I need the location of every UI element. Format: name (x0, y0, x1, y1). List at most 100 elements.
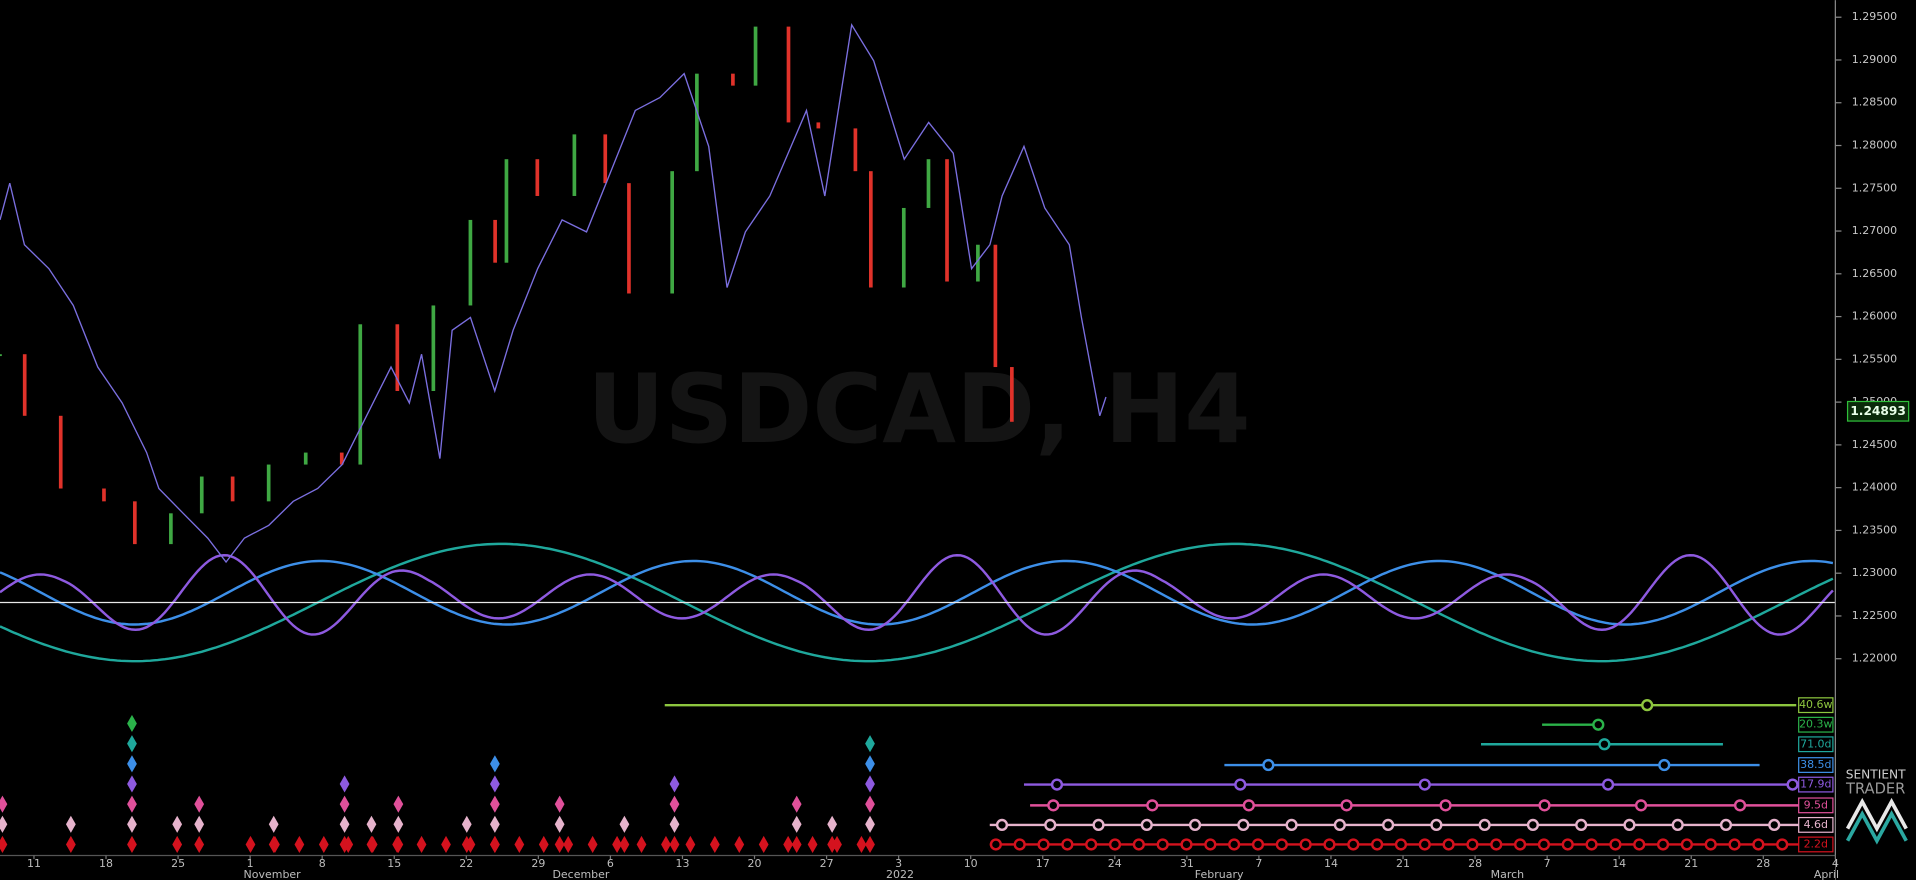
candle (0, 354, 2, 357)
cycle-label-box (1798, 776, 1834, 793)
cycle-node (1623, 818, 1636, 832)
cycle-node (1188, 818, 1202, 832)
wave-38d (0, 559, 1834, 626)
cycle-node (1237, 818, 1250, 832)
y-tick-label: 1.26000 (1852, 310, 1897, 323)
cycle-node (1323, 838, 1336, 851)
price-line (0, 22, 1107, 564)
diamond (367, 835, 378, 854)
x-tick-label: 28 (1468, 857, 1482, 870)
candle (627, 183, 631, 294)
cycle-node (1439, 799, 1452, 812)
candle (753, 26, 758, 86)
cycle-node (1299, 838, 1312, 851)
diamond (127, 755, 137, 773)
diamond (554, 815, 565, 833)
x-tick-label: 3 (895, 857, 902, 870)
diamond (612, 835, 622, 854)
y-tick-label: 1.25500 (1852, 352, 1897, 365)
candle (199, 476, 204, 514)
diamond (865, 835, 875, 854)
x-tick-label: 10 (964, 857, 978, 870)
diamond (0, 815, 8, 833)
cycle-node (1786, 778, 1799, 791)
cycle-node (1466, 838, 1479, 851)
candle (303, 452, 308, 465)
cycle-node (1371, 838, 1384, 851)
cycle-label: 38.5d (1800, 758, 1831, 771)
cycle-node (1478, 818, 1491, 832)
x-tick-label: 24 (1108, 857, 1122, 870)
cycle-node (1108, 838, 1122, 851)
cycle-node (1592, 718, 1605, 731)
cycle-node (1262, 758, 1275, 772)
diamond (245, 835, 256, 854)
x-tick-label: 11 (27, 857, 41, 870)
diamond (294, 835, 305, 854)
diamond (791, 815, 802, 833)
candle (395, 324, 400, 392)
cycle-node (1037, 838, 1050, 851)
candle (1010, 367, 1014, 422)
x-tick-label: 4 (1832, 857, 1839, 870)
y-tick-label: 1.23500 (1852, 523, 1897, 536)
cycle-node (1418, 778, 1431, 791)
cycle-node (1333, 818, 1346, 832)
cycle-node (1418, 838, 1431, 851)
cycle-node (1047, 799, 1060, 812)
wave-71d (0, 542, 1834, 663)
candle (230, 476, 235, 502)
candle (468, 219, 473, 306)
y-tick-label: 1.26500 (1852, 267, 1897, 280)
candle (695, 73, 699, 172)
diamond (127, 795, 137, 813)
cycle-node (1092, 818, 1105, 832)
cycle-node (1719, 818, 1733, 832)
y-tick-label: 1.24000 (1852, 481, 1897, 494)
candle (431, 305, 436, 392)
y-tick-label: 1.29000 (1852, 53, 1897, 66)
cycle-node (1656, 838, 1670, 851)
cycle-node (1585, 838, 1598, 851)
y-tick-label: 1.28500 (1852, 96, 1897, 109)
watermark-title: USDCAD, H4 (587, 355, 1250, 465)
diamond (127, 714, 137, 733)
x-tick-label: 25 (171, 857, 185, 870)
candle (358, 324, 363, 465)
month-label: March (1491, 868, 1525, 880)
cycle-node (1251, 838, 1265, 851)
cycle-node (1575, 818, 1588, 832)
cycle-node (1513, 838, 1527, 851)
candle (945, 159, 949, 282)
x-tick-label: 14 (1324, 857, 1338, 870)
candle (102, 488, 106, 502)
cycle-label-box (1798, 736, 1834, 753)
cycle-waves (0, 542, 1834, 663)
x-tick-label: 13 (675, 857, 689, 870)
cycle-node (989, 838, 1002, 851)
cycle-node (1242, 799, 1255, 812)
diamond (268, 815, 279, 833)
cycle-node (1285, 818, 1298, 832)
diamond (758, 835, 769, 854)
cycle-label-box (1798, 716, 1834, 733)
diamond (734, 835, 745, 854)
price-axis-panel (1835, 0, 1916, 880)
x-tick-label: 21 (1396, 857, 1410, 870)
last-price-box (1846, 400, 1910, 422)
cycle-node (1146, 799, 1159, 812)
diamond (783, 835, 794, 854)
diamond (0, 795, 8, 813)
x-tick-label: 21 (1684, 857, 1698, 870)
cycle-rows (664, 699, 1833, 851)
candle (901, 207, 906, 288)
x-tick-label: 22 (459, 857, 473, 870)
diamond (392, 835, 403, 854)
cycle-node (1228, 838, 1241, 851)
brand-bottom: TRADER (1845, 780, 1905, 797)
diamond (194, 835, 205, 854)
cycle-node (1671, 818, 1684, 832)
candle (786, 26, 791, 123)
candle (493, 219, 497, 263)
cycle-node (1658, 758, 1671, 772)
